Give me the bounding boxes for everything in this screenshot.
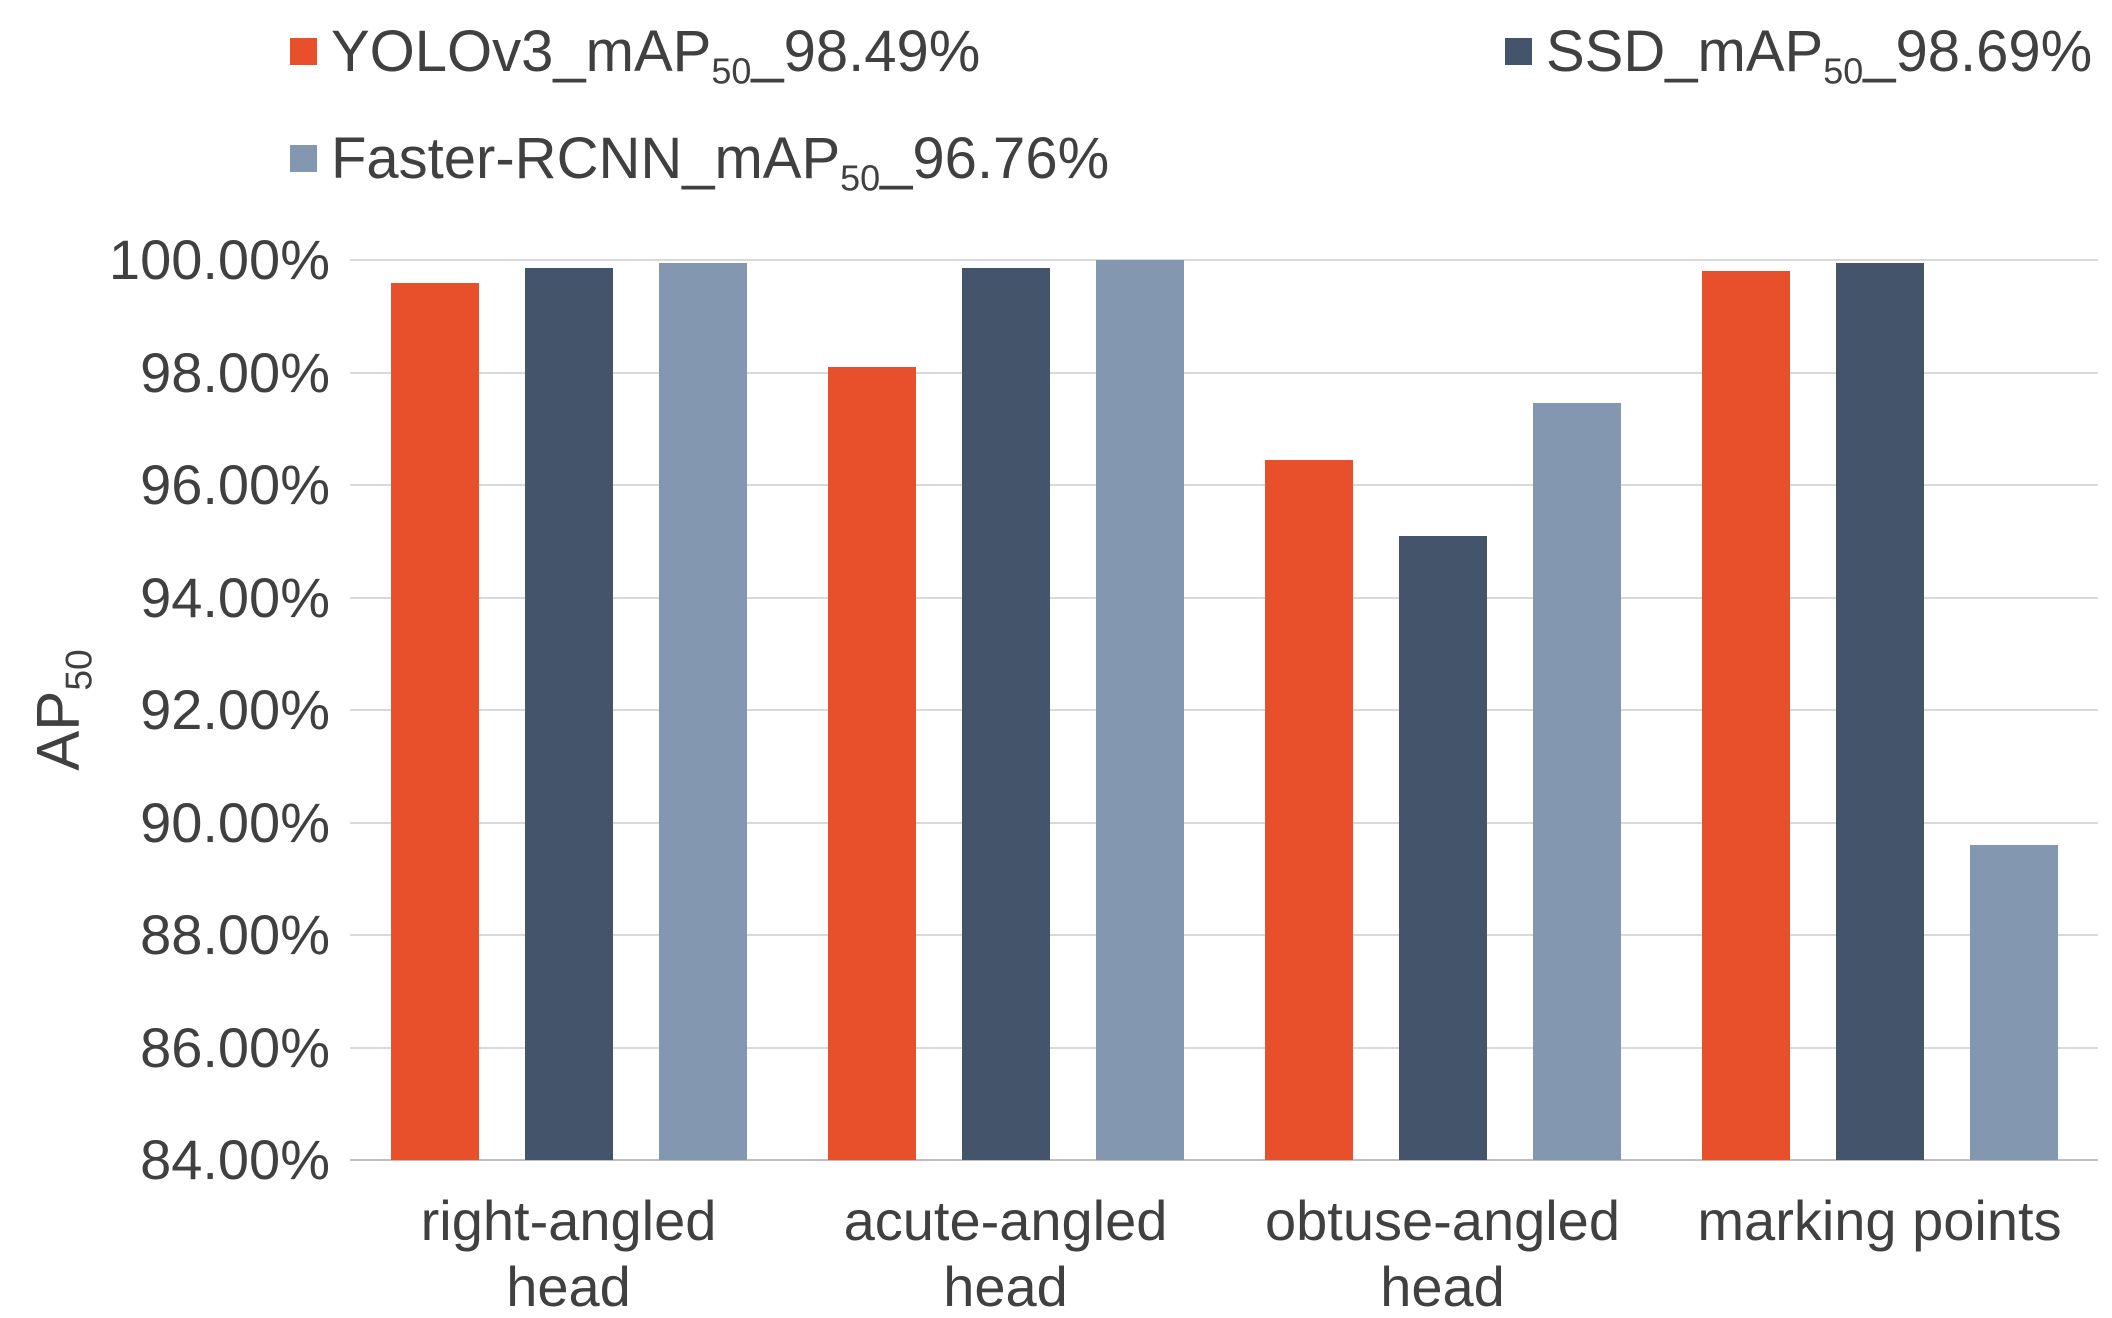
y-axis-title-subscript: 50: [57, 649, 100, 691]
legend-item-1: YOLOv3_mAP50_98.49%: [290, 18, 1505, 92]
gridline: [350, 709, 2098, 711]
x-category-label-line: head: [943, 1255, 1068, 1318]
bar-series2-cat1: [524, 268, 613, 1160]
y-tick-label: 84.00%: [140, 1128, 330, 1191]
bar-series3-cat3: [1532, 403, 1621, 1160]
y-tick-label: 96.00%: [140, 453, 330, 516]
x-category-label: marking points: [1661, 1188, 2098, 1254]
legend-swatch-icon: [1505, 38, 1532, 65]
x-axis-line: [350, 1159, 2098, 1161]
x-category-label-line: obtuse-angled: [1265, 1189, 1620, 1252]
gridline: [350, 1046, 2098, 1049]
bar-series1-cat2: [827, 366, 916, 1160]
y-tick-label: 88.00%: [140, 903, 330, 966]
y-tick-label: 98.00%: [140, 340, 330, 404]
x-category-label-line: right-angled: [420, 1189, 717, 1252]
x-category-label: acute-angled head: [787, 1188, 1224, 1318]
gridline: [350, 821, 2098, 824]
y-tick-label: 86.00%: [140, 1015, 330, 1079]
bar-series2-cat2: [961, 268, 1050, 1160]
x-category-label-line: head: [506, 1255, 631, 1318]
y-tick-label: 92.00%: [140, 678, 330, 741]
bar-series3-cat4: [1969, 845, 2058, 1160]
x-category-label: right-angled head: [350, 1188, 787, 1318]
bar-series1-cat1: [390, 282, 479, 1160]
gridline: [350, 596, 2098, 599]
bar-series1-cat4: [1701, 271, 1790, 1160]
legend-swatch-icon: [290, 38, 317, 65]
y-tick-label: 94.00%: [140, 565, 330, 629]
x-category-label-line: acute-angled: [843, 1189, 1168, 1252]
chart-legend: YOLOv3_mAP50_98.49% SSD_mAP50_98.69% Faste…: [290, 18, 2093, 199]
x-category-label-line: marking points: [1697, 1189, 2062, 1252]
legend-label: SSD_mAP50_98.69%: [1546, 19, 2093, 92]
legend-swatch-icon: [290, 145, 317, 172]
bar-series2-cat3: [1398, 535, 1487, 1160]
y-tick-label: 90.00%: [140, 790, 330, 854]
bar-series2-cat4: [1835, 262, 1924, 1160]
y-axis-title-text: AP: [24, 690, 92, 771]
legend-label: Faster-RCNN_mAP50_96.76%: [331, 126, 1110, 199]
y-axis-title: AP50: [24, 649, 100, 771]
bar-series3-cat1: [658, 262, 747, 1160]
x-category-label-line: head: [1380, 1255, 1505, 1318]
x-category-label: obtuse-angled head: [1224, 1188, 1661, 1318]
legend-item-3: Faster-RCNN_mAP50_96.76%: [290, 125, 1505, 199]
gridline: [350, 259, 2098, 261]
legend-item-2: SSD_mAP50_98.69%: [1505, 18, 2093, 92]
bar-series3-cat2: [1095, 260, 1184, 1160]
gridline: [350, 934, 2098, 936]
gridline: [350, 371, 2098, 374]
gridline: [350, 484, 2098, 486]
bar-series1-cat3: [1264, 459, 1353, 1160]
legend-label: YOLOv3_mAP50_98.49%: [331, 19, 981, 92]
y-tick-label: 100.00%: [108, 228, 330, 291]
